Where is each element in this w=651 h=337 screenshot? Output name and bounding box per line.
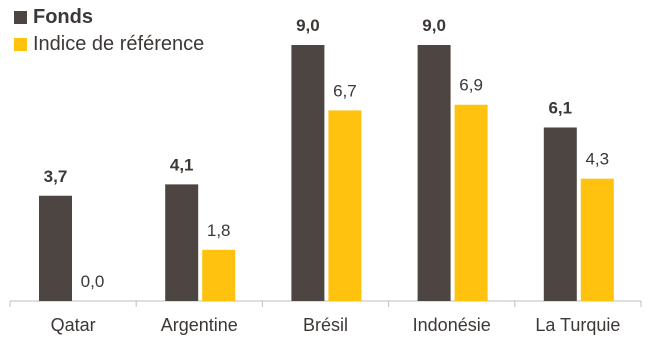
- x-tick-label-1: Argentine: [161, 315, 238, 335]
- legend: Fonds Indice de référence: [14, 4, 204, 58]
- legend-label-indice: Indice de référence: [33, 33, 205, 55]
- data-label-fonds-0: 3,7: [44, 167, 68, 186]
- bar-indice-4: [580, 178, 614, 301]
- bar-fonds-1: [165, 184, 199, 301]
- x-tick-label-4: La Turquie: [535, 315, 620, 335]
- bar-fonds-4: [543, 127, 577, 301]
- data-label-indice-4: 4,3: [585, 150, 609, 169]
- bar-indice-3: [454, 104, 488, 301]
- data-label-fonds-4: 6,1: [548, 98, 572, 117]
- data-label-indice-3: 6,9: [459, 76, 483, 95]
- legend-swatch-indice: [14, 38, 27, 51]
- bar-fonds-3: [417, 45, 451, 301]
- bar-indice-1: [202, 249, 236, 301]
- data-label-fonds-1: 4,1: [170, 155, 194, 174]
- data-label-indice-1: 1,8: [207, 221, 231, 240]
- bar-fonds-2: [291, 45, 325, 301]
- data-label-fonds-2: 9,0: [296, 16, 320, 35]
- legend-label-fonds: Fonds: [33, 6, 93, 28]
- legend-swatch-fonds: [14, 11, 27, 24]
- data-label-indice-0: 0,0: [81, 272, 105, 291]
- x-tick-label-0: Qatar: [51, 315, 96, 335]
- x-tick-label-2: Brésil: [303, 315, 348, 335]
- legend-item-indice: Indice de référence: [14, 31, 204, 58]
- legend-item-fonds: Fonds: [14, 4, 204, 31]
- bar-fonds-0: [39, 195, 72, 301]
- data-label-fonds-3: 9,0: [422, 16, 446, 35]
- x-tick-label-3: Indonésie: [413, 315, 491, 335]
- bar-indice-2: [328, 110, 362, 301]
- data-label-indice-2: 6,7: [333, 81, 357, 100]
